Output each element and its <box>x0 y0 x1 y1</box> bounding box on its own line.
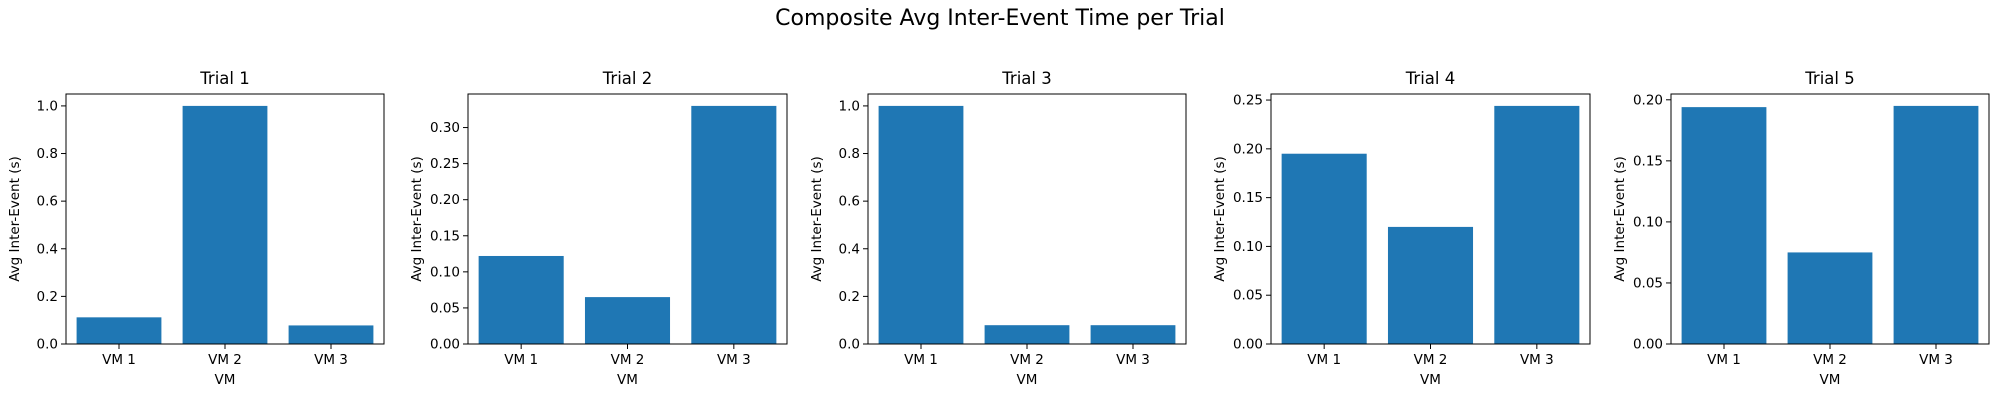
figure-title: Composite Avg Inter-Event Time per Trial <box>775 6 1225 31</box>
bar-3 <box>1893 105 1979 345</box>
y-tick-label: 0.0 <box>839 337 860 353</box>
panel-title: Trial 2 <box>602 69 652 88</box>
y-tick-label: 0.20 <box>430 192 460 208</box>
x-axis-label: VM <box>1820 372 1841 388</box>
bar-1 <box>1681 107 1767 344</box>
y-tick-label: 0.15 <box>430 228 460 244</box>
bar-3 <box>691 105 777 345</box>
chart-panel-2: Trial 2 0.00 0.05 0.10 0.15 0.20 0.25 0.30 VM 1 V… <box>409 69 788 388</box>
bar-1 <box>878 105 964 345</box>
x-tick-label: VM 1 <box>102 352 136 368</box>
y-tick-label: 0.4 <box>37 241 58 257</box>
x-axis-label: VM <box>215 372 236 388</box>
y-tick-label: 0.05 <box>430 300 460 316</box>
y-tick-label: 0.05 <box>1233 288 1263 304</box>
y-axis-label: Avg Inter-Event (s) <box>409 156 425 282</box>
x-tick-label: VM 3 <box>717 352 751 368</box>
y-tick-label: 0.05 <box>1633 275 1663 291</box>
y-tick-label: 0.20 <box>1633 92 1663 108</box>
y-tick-label: 0.15 <box>1633 153 1663 169</box>
x-tick-label: VM 3 <box>1116 352 1150 368</box>
chart-panel-3: Trial 3 0.0 0.2 0.4 0.6 0.8 1.0 VM 1 VM 2 VM 3 VM A… <box>809 69 1187 388</box>
x-tick-label: VM 1 <box>504 352 538 368</box>
x-tick-label: VM 2 <box>1010 352 1044 368</box>
bar-1 <box>1281 153 1367 344</box>
y-axis-label: Avg Inter-Event (s) <box>1212 156 1228 282</box>
y-axis-label: Avg Inter-Event (s) <box>1612 156 1628 282</box>
x-axis-label: VM <box>1420 372 1441 388</box>
y-tick-label: 0.10 <box>1233 239 1263 255</box>
x-tick-label: VM 3 <box>1919 352 1953 368</box>
y-tick-label: 0.6 <box>839 194 860 210</box>
y-tick-label: 0.20 <box>1233 141 1263 157</box>
bar-2 <box>1787 252 1873 344</box>
y-tick-label: 0.8 <box>839 146 860 162</box>
y-tick-label: 0.00 <box>1233 337 1263 353</box>
x-tick-label: VM 1 <box>904 352 938 368</box>
y-tick-label: 1.0 <box>839 98 860 114</box>
y-tick-label: 0.00 <box>430 337 460 353</box>
panels: Trial 1 0.0 0.2 0.4 0.6 0.8 1.0 VM 1 VM 2 VM 3 VM A… <box>7 69 1990 388</box>
x-tick-label: VM 1 <box>1307 352 1341 368</box>
x-tick-label: VM 3 <box>314 352 348 368</box>
y-tick-label: 1.0 <box>37 98 58 114</box>
chart-panel-1: Trial 1 0.0 0.2 0.4 0.6 0.8 1.0 VM 1 VM 2 VM 3 VM A… <box>7 69 385 388</box>
x-tick-label: VM 2 <box>611 352 645 368</box>
bar-3 <box>1090 325 1176 344</box>
y-axis-label: Avg Inter-Event (s) <box>7 156 23 282</box>
panel-title: Trial 3 <box>1001 69 1051 88</box>
bar-2 <box>984 325 1070 344</box>
y-tick-label: 0.25 <box>1233 93 1263 109</box>
bar-2 <box>584 297 671 344</box>
y-axis-label: Avg Inter-Event (s) <box>809 156 825 282</box>
y-tick-label: 0.6 <box>37 194 58 210</box>
y-tick-label: 0.15 <box>1233 190 1263 206</box>
x-tick-label: VM 2 <box>1414 352 1448 368</box>
y-tick-label: 0.4 <box>839 241 860 257</box>
bar-2 <box>1387 226 1474 344</box>
bar-3 <box>288 325 374 344</box>
y-tick-label: 0.30 <box>430 120 460 136</box>
chart-panel-4: Trial 4 0.00 0.05 0.10 0.15 0.20 0.25 VM 1 VM 2 V… <box>1212 69 1591 388</box>
y-tick-label: 0.10 <box>430 264 460 280</box>
y-tick-label: 0.2 <box>839 289 860 305</box>
bar-2 <box>182 105 268 345</box>
panel-title: Trial 1 <box>199 69 249 88</box>
x-tick-label: VM 2 <box>1813 352 1847 368</box>
panel-title: Trial 5 <box>1804 69 1854 88</box>
bar-3 <box>1494 105 1580 345</box>
y-tick-label: 0.0 <box>37 337 58 353</box>
x-tick-label: VM 3 <box>1520 352 1554 368</box>
y-tick-label: 0.8 <box>37 146 58 162</box>
y-tick-label: 0.00 <box>1633 337 1663 353</box>
panel-title: Trial 4 <box>1405 69 1455 88</box>
bar-1 <box>76 317 162 344</box>
x-tick-label: VM 2 <box>208 352 242 368</box>
y-tick-label: 0.10 <box>1633 214 1663 230</box>
y-tick-label: 0.25 <box>430 156 460 172</box>
x-tick-label: VM 1 <box>1707 352 1741 368</box>
y-tick-label: 0.2 <box>37 289 58 305</box>
bar-1 <box>478 255 564 344</box>
x-axis-label: VM <box>1017 372 1038 388</box>
chart-panel-5: Trial 5 0.00 0.05 0.10 0.15 0.20 VM 1 VM 2 VM 3 V… <box>1612 69 1990 388</box>
x-axis-label: VM <box>617 372 638 388</box>
